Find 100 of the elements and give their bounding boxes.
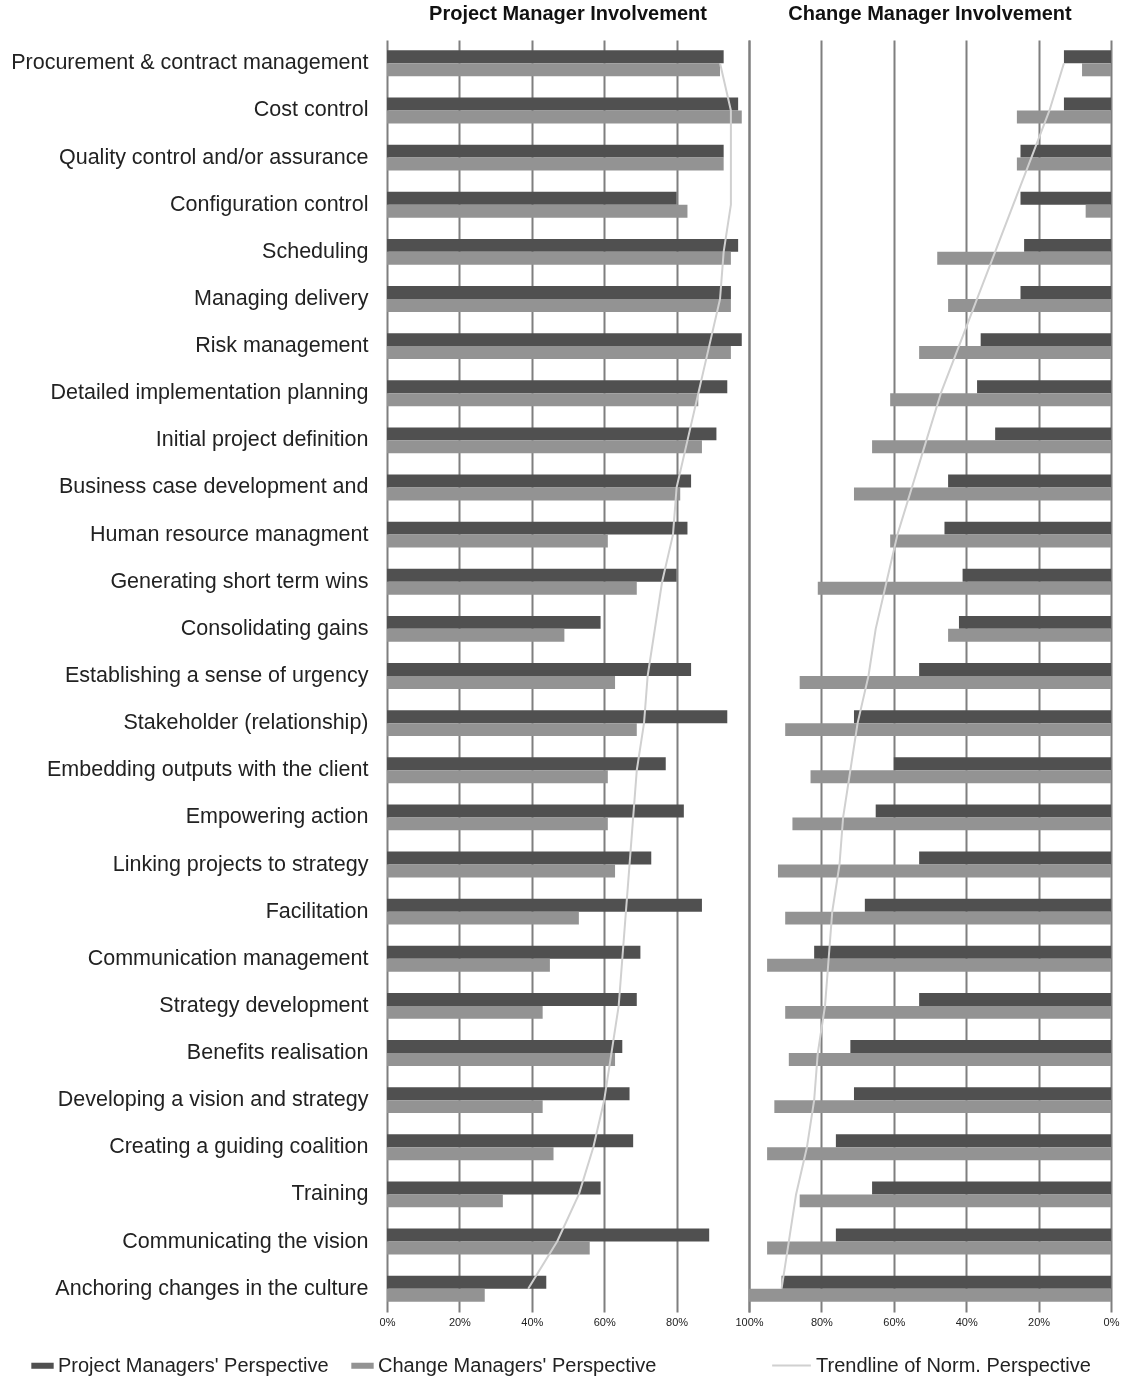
bar xyxy=(919,663,1111,676)
bar xyxy=(799,676,1111,689)
bar xyxy=(387,911,579,925)
bar xyxy=(387,757,666,771)
chart-title: Change Manager Involvement xyxy=(788,2,1073,24)
y-tick-label: Risk management xyxy=(195,333,369,358)
bar xyxy=(788,1053,1111,1066)
bar xyxy=(387,1288,485,1302)
x-tick-label: 0% xyxy=(379,1315,396,1328)
y-tick-label: Cost control xyxy=(253,97,369,122)
bar xyxy=(872,1181,1111,1195)
bar xyxy=(781,1275,1111,1289)
chart-title: Project Manager Involvement xyxy=(429,2,708,24)
bar xyxy=(387,1181,601,1195)
bar xyxy=(387,992,637,1006)
x-tick-label: 20% xyxy=(448,1315,472,1328)
bar xyxy=(948,474,1111,488)
bar xyxy=(864,898,1111,912)
bar xyxy=(387,945,641,959)
y-tick-label: Generating short term wins xyxy=(110,568,369,593)
x-tick-label: 60% xyxy=(593,1315,616,1328)
bar xyxy=(387,1134,634,1148)
bar xyxy=(977,380,1111,394)
legend-label: Change Managers' Perspective xyxy=(378,1353,657,1376)
y-tick-label: Linking projects to strategy xyxy=(112,851,369,876)
bar xyxy=(919,992,1111,1006)
bar xyxy=(387,346,731,360)
y-tick-label: Initial project definition xyxy=(155,427,369,452)
legend-label: Project Managers' Perspective xyxy=(58,1353,329,1376)
bar xyxy=(1082,63,1111,77)
bar xyxy=(387,1087,630,1101)
x-tick-label: 0% xyxy=(1103,1315,1120,1328)
bar xyxy=(387,804,684,818)
bar xyxy=(774,1100,1111,1114)
bar xyxy=(387,1040,623,1054)
bar xyxy=(387,63,721,77)
y-tick-label: Human resource managment xyxy=(90,521,369,546)
bar xyxy=(387,487,681,501)
y-tick-label: Establishing a sense of urgency xyxy=(64,663,369,687)
bar xyxy=(1020,191,1111,205)
bar xyxy=(387,770,608,784)
bar xyxy=(944,521,1111,535)
bar xyxy=(850,1040,1111,1054)
bar xyxy=(387,1147,554,1161)
bar xyxy=(387,238,739,252)
bar xyxy=(387,440,702,454)
bar xyxy=(387,676,616,689)
y-tick-label: Creating a guiding coalition xyxy=(109,1134,369,1159)
bar xyxy=(853,1087,1111,1101)
y-tick-label: Scheduling xyxy=(262,238,369,263)
y-tick-label: Configuration control xyxy=(170,191,369,216)
x-tick-label: 40% xyxy=(521,1315,544,1328)
bar xyxy=(767,1241,1111,1255)
y-tick-label: Training xyxy=(291,1181,369,1206)
bar xyxy=(387,50,724,64)
bar xyxy=(767,1147,1111,1161)
bar xyxy=(387,110,742,124)
bar xyxy=(872,440,1111,454)
y-tick-label: Quality control and/or assurance xyxy=(58,144,369,169)
bar xyxy=(387,534,608,548)
y-tick-label: Managing delivery xyxy=(194,285,369,310)
bar xyxy=(387,191,677,205)
bar xyxy=(937,251,1111,265)
bar xyxy=(387,1194,503,1208)
bar xyxy=(1063,97,1111,111)
bar xyxy=(387,723,637,737)
x-tick-label: 100% xyxy=(735,1315,764,1328)
bar xyxy=(893,757,1111,771)
bar xyxy=(1024,238,1111,252)
bar xyxy=(387,864,616,878)
y-tick-label: Facilitation xyxy=(265,898,369,923)
bar xyxy=(387,251,731,265)
bar xyxy=(387,958,550,972)
bar xyxy=(814,945,1111,959)
bar xyxy=(387,1100,543,1114)
y-tick-label: Business case development and xyxy=(58,474,369,499)
bar xyxy=(767,958,1111,972)
bar xyxy=(387,817,608,831)
y-tick-label: Empowering action xyxy=(185,804,369,829)
bar xyxy=(853,487,1111,501)
bar xyxy=(1020,286,1111,299)
bar xyxy=(1016,157,1111,171)
bar xyxy=(785,1005,1111,1019)
bar xyxy=(980,333,1111,347)
bar xyxy=(387,333,742,347)
bar xyxy=(817,581,1111,595)
bar xyxy=(799,1194,1111,1208)
x-tick-label: 60% xyxy=(883,1315,906,1328)
bar xyxy=(785,911,1111,925)
bar xyxy=(387,97,739,111)
y-tick-label: Stakeholder (relationship) xyxy=(123,710,369,735)
bar xyxy=(810,770,1111,784)
legend-label: Trendline of Norm. Perspective xyxy=(816,1353,1091,1376)
bar xyxy=(777,864,1111,878)
bar xyxy=(387,427,717,441)
bar xyxy=(835,1228,1111,1242)
y-tick-label: Embedding outputs with the client xyxy=(46,757,369,782)
bar xyxy=(835,1134,1111,1148)
bar xyxy=(387,851,652,865)
bar xyxy=(1016,110,1111,124)
